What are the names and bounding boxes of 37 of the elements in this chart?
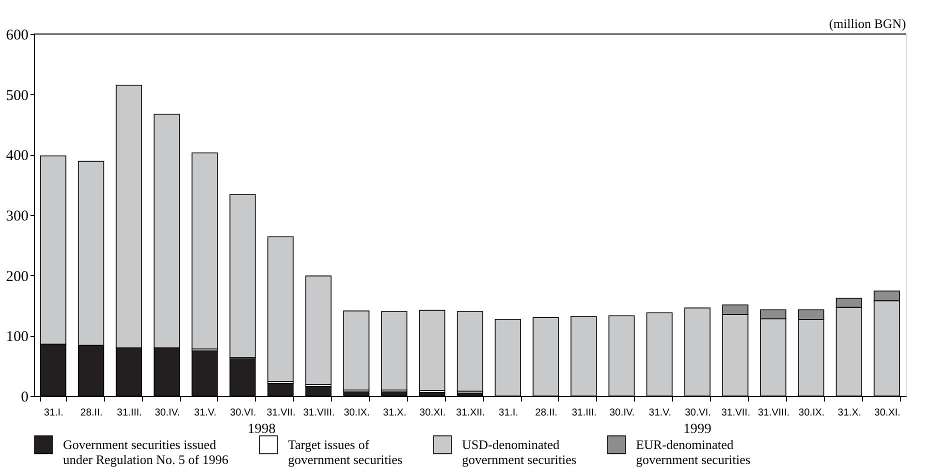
- x-tick-label: 31.X.: [383, 408, 406, 418]
- y-tick-label: 600: [6, 28, 28, 44]
- x-tick-label: 28.II.: [535, 408, 558, 418]
- x-tick-label: 31.VIII.: [758, 408, 790, 418]
- x-tick-label: 28.II.: [80, 408, 103, 418]
- y-tick-label: 100: [6, 329, 28, 346]
- x-tick-label: 31.X.: [838, 408, 862, 418]
- x-tick-label: 31.I.: [498, 408, 518, 418]
- x-tick-label: 30.IV.: [154, 408, 180, 418]
- x-tick-label: 31.VIII.: [303, 408, 335, 418]
- x-tick-label: 30.VI.: [230, 408, 256, 418]
- x-tick-label: 30.IX.: [798, 408, 825, 418]
- x-tick-label: 30.IV.: [609, 408, 635, 418]
- x-tick-label: 31.XII.: [456, 408, 485, 418]
- text: 1999: [683, 422, 712, 437]
- x-tick-label: 31.III.: [116, 408, 142, 418]
- x-tick-label: 31.VII.: [266, 408, 296, 418]
- x-tick-label: 31.VII.: [721, 408, 750, 418]
- y-tick-label: 500: [6, 88, 28, 104]
- legend-label: USD-denominated government securities: [462, 436, 576, 467]
- x-tick-label: 30.IX.: [344, 408, 370, 418]
- legend-label: Target issues of government securities: [288, 436, 402, 467]
- x-tick-label: 30.XI.: [874, 408, 900, 418]
- legend-label: Government securities issued under Regulation No. 5 of 1996: [63, 436, 229, 467]
- x-tick-label: 31.III.: [572, 408, 597, 418]
- y-tick-label: 300: [6, 208, 28, 224]
- x-tick-label: 30.VI.: [684, 408, 711, 418]
- y-axis-title: (million BGN): [829, 16, 906, 31]
- y-tick-label: 0: [21, 390, 28, 406]
- y-tick-label: 400: [6, 148, 28, 164]
- legend-label: EUR-denominated government securities: [636, 436, 750, 467]
- y-tick-label: 200: [6, 268, 28, 285]
- x-tick-label: 31.I.: [44, 408, 64, 418]
- text: 1998: [248, 422, 276, 437]
- x-tick-label: 30.XI.: [420, 408, 446, 418]
- x-tick-label: 31.V.: [648, 408, 672, 418]
- x-tick-label: 31.V.: [194, 408, 216, 418]
